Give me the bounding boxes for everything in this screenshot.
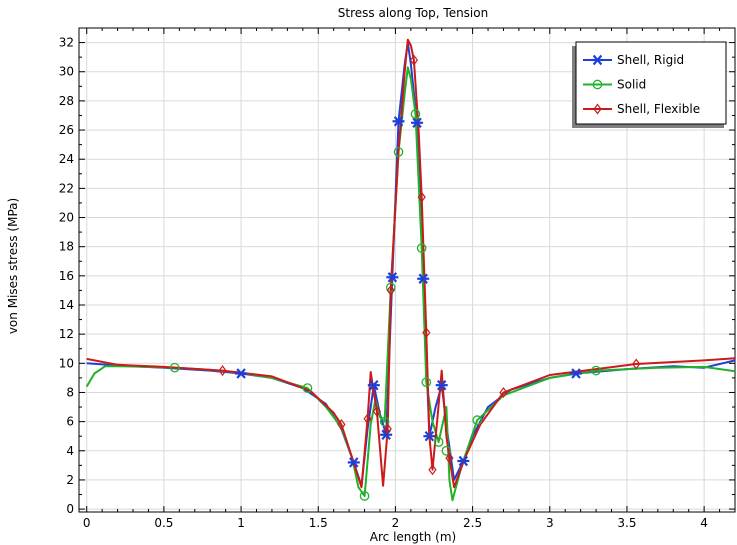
series-0-marker [347,457,360,468]
series-2-marker [363,413,372,425]
series-1-marker [441,445,452,456]
x-tick-label: 0.5 [154,516,173,530]
y-tick-label: 24 [59,152,74,166]
legend: Shell, Rigid Solid Shell, Flexible [572,41,727,128]
series-2-marker [422,327,431,339]
series-2-marker [632,358,641,370]
y-tick-label: 30 [59,65,74,79]
legend-swatch-marker [593,103,602,115]
series-1-marker [385,282,396,293]
legend-swatch-marker [591,54,604,66]
y-tick-label: 4 [66,444,74,458]
series-0-marker [423,430,436,442]
series-line-2 [86,38,736,489]
x-tick-label: 1.5 [309,516,328,530]
legend-label: Solid [617,78,646,92]
series-2-marker [445,452,454,464]
series-2-marker [218,365,227,377]
series-0-marker [411,117,424,128]
series-2-marker [428,464,437,476]
series-0-marker [367,379,380,391]
x-tick-label: 2 [392,516,400,530]
series-1-marker [416,243,427,253]
x-tick-label: 3.5 [617,516,636,530]
series-0-marker [235,368,248,379]
series-1-marker [379,416,390,427]
series-0-marker [457,455,470,467]
y-tick-label: 16 [59,269,74,283]
y-tick-label: 26 [59,123,74,137]
y-tick-label: 28 [59,94,74,108]
series-markers [169,54,641,501]
y-tick-label: 12 [59,327,74,341]
legend-label: Shell, Rigid [617,53,684,67]
series-1-marker [433,437,444,447]
y-tick-label: 6 [66,415,74,429]
y-tick-label: 20 [59,211,74,225]
series-2-marker [409,54,419,66]
series-0-marker [417,273,430,284]
x-tick-label: 2.5 [463,516,482,530]
series-2-marker [337,419,346,431]
series-1-marker [302,383,313,393]
x-tick-label: 1 [237,516,245,530]
legend-items: Shell, Rigid Solid Shell, Flexible [583,53,700,116]
series-1-marker [591,365,601,376]
series-2-marker [386,284,395,296]
x-tick-label: 4 [700,516,708,530]
series-1-marker [421,377,432,388]
y-tick-label: 18 [59,240,74,254]
y-axis-title: von Mises stress (MPa) [6,198,20,334]
series-1-marker [410,109,421,119]
series-2-marker [499,386,508,398]
chart-title: Stress along Top, Tension [338,6,488,20]
y-tick-label: 2 [66,473,74,487]
series-1-marker [472,415,483,426]
series-1-marker [393,147,404,157]
y-tick-label: 0 [66,502,74,516]
y-tick-label: 10 [59,356,74,370]
series-1-marker [359,491,370,501]
x-axis: 0 0.5 1 1.5 2 2.5 3 3.5 4 [83,28,721,530]
plot-area-frame [78,27,736,513]
series-0-marker [435,379,448,391]
y-tick-label: 14 [59,298,74,312]
y-tick-label: 32 [59,36,74,50]
legend-label: Shell, Flexible [617,102,700,116]
series-2-marker [372,405,382,417]
legend-swatch-marker [592,79,603,90]
y-tick-label: 22 [59,181,74,195]
x-axis-title: Arc length (m) [370,530,456,544]
x-tick-label: 3 [546,516,554,530]
series-line-1 [85,66,736,502]
x-tick-label: 0 [83,516,91,530]
series-2-marker [417,191,426,203]
series-0-marker [392,116,405,127]
series-2-marker [383,423,392,435]
series-0-marker [570,368,583,379]
series-1-marker [169,362,180,373]
y-tick-label: 8 [66,385,74,399]
series-0-marker [386,272,399,283]
